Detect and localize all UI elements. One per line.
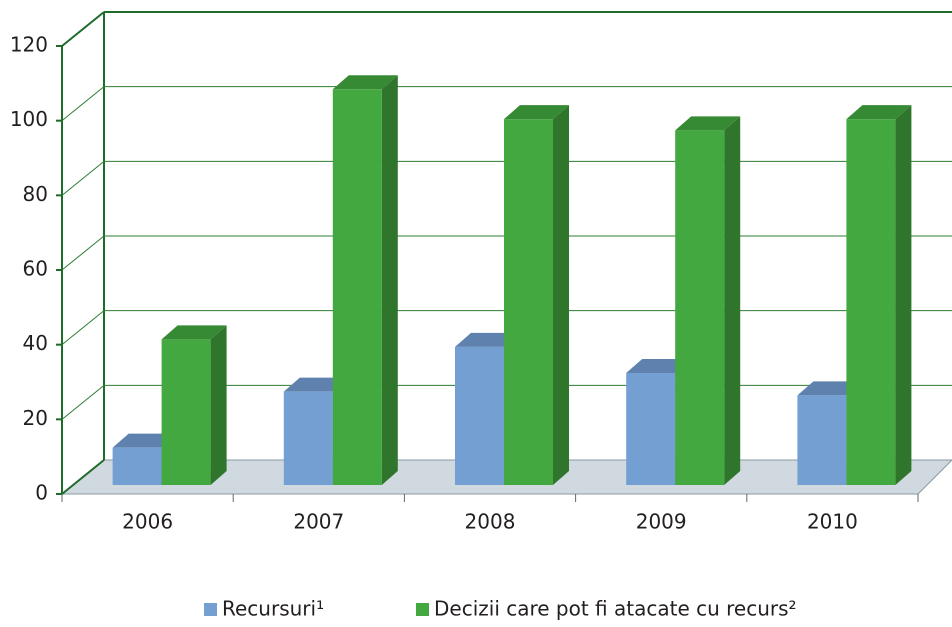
bar-front	[161, 339, 211, 485]
grid-line	[61, 160, 952, 196]
legend-swatch	[204, 603, 217, 616]
bar-front	[332, 89, 382, 486]
bar	[161, 325, 227, 485]
bar-side	[553, 105, 569, 485]
bar-top	[675, 116, 741, 131]
legend: Recursuri¹ Decizii care pot fi atacate cu…	[204, 597, 797, 621]
bar-side	[724, 116, 741, 485]
bar-front	[626, 373, 676, 485]
axis: 0 20 40 60 80 100 120 2006 2007 2008 2009 2010	[10, 33, 919, 534]
grid-line	[61, 310, 952, 346]
x-tick-label: 2007	[293, 510, 344, 534]
grid-line	[61, 235, 952, 271]
bar-front	[283, 391, 333, 485]
bar-front	[797, 395, 847, 485]
y-tick-label: 120	[10, 33, 48, 57]
x-tick-label: 2009	[636, 510, 687, 534]
bar-side	[895, 105, 912, 485]
bar-top	[626, 359, 692, 373]
bar-front	[846, 119, 896, 485]
y-tick-label: 0	[35, 481, 48, 505]
bar-top	[846, 105, 912, 120]
bar-top	[455, 332, 520, 347]
bar-top	[112, 433, 178, 448]
bars	[112, 75, 912, 486]
legend-label: Recursuri¹	[222, 597, 324, 621]
bar-front	[504, 119, 553, 485]
grid	[61, 86, 952, 420]
bar-side	[381, 75, 398, 486]
bar-top	[797, 381, 863, 396]
bar-top	[332, 75, 398, 90]
bar	[332, 75, 398, 486]
y-tick-label: 100	[10, 107, 48, 131]
bar-side	[210, 325, 227, 485]
y-tick-label: 80	[23, 182, 48, 206]
legend-label: Decizii care pot fi atacate cu recurs²	[434, 597, 797, 621]
bar-front	[675, 130, 725, 486]
bar-top	[504, 105, 569, 120]
bar	[504, 105, 569, 485]
legend-swatch	[416, 603, 429, 616]
grid-line	[61, 86, 952, 122]
bar-top	[161, 325, 227, 340]
y-tick-label: 40	[23, 331, 48, 355]
bar-top	[283, 377, 349, 392]
bar-front	[112, 447, 162, 485]
bar	[846, 105, 912, 485]
bar-front	[455, 346, 504, 485]
x-tick-label: 2006	[122, 510, 173, 534]
bar	[675, 116, 741, 486]
y-tick-label: 60	[23, 257, 48, 281]
y-tick-label: 20	[23, 406, 48, 430]
x-tick-label: 2010	[807, 510, 858, 534]
x-tick-label: 2008	[465, 510, 516, 534]
